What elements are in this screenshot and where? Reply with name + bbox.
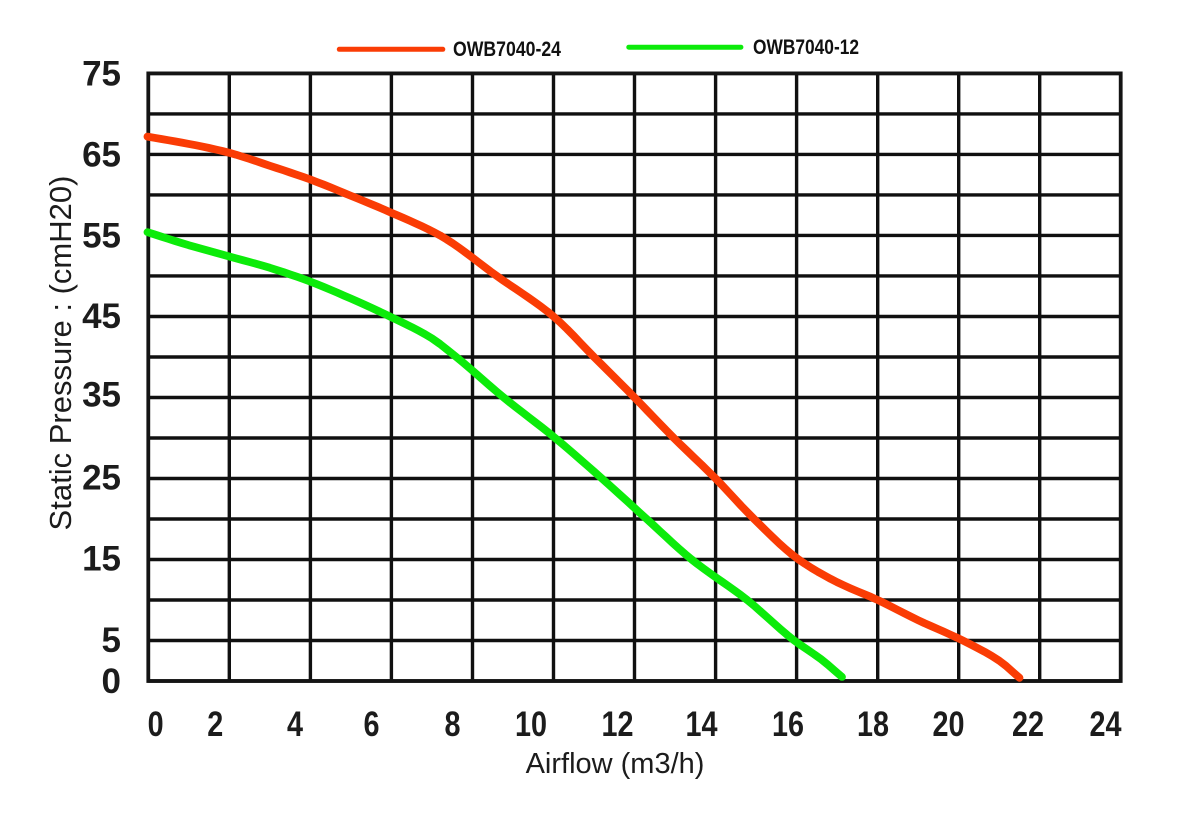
- svg-text:25: 25: [82, 458, 121, 497]
- svg-text:OWB7040-12: OWB7040-12: [753, 36, 859, 59]
- svg-text:15: 15: [82, 539, 121, 578]
- svg-text:5: 5: [102, 621, 121, 660]
- svg-text:55: 55: [82, 216, 121, 255]
- svg-text:45: 45: [82, 297, 121, 336]
- svg-text:Static Pressure : (cmH20): Static Pressure : (cmH20): [43, 176, 78, 531]
- svg-text:OWB7040-24: OWB7040-24: [453, 38, 561, 61]
- svg-text:10: 10: [515, 705, 547, 744]
- svg-text:75: 75: [82, 54, 121, 93]
- svg-text:35: 35: [82, 376, 121, 415]
- svg-text:6: 6: [364, 705, 380, 744]
- svg-text:14: 14: [686, 705, 718, 744]
- svg-text:18: 18: [857, 705, 889, 744]
- svg-text:Airflow (m3/h): Airflow (m3/h): [526, 748, 705, 780]
- svg-text:16: 16: [772, 705, 804, 744]
- svg-text:24: 24: [1090, 705, 1122, 744]
- svg-text:0: 0: [148, 705, 164, 744]
- svg-text:2: 2: [207, 705, 223, 744]
- svg-text:20: 20: [933, 705, 965, 744]
- svg-text:4: 4: [287, 705, 303, 744]
- svg-text:12: 12: [602, 705, 634, 744]
- svg-text:22: 22: [1012, 705, 1044, 744]
- svg-text:8: 8: [445, 705, 461, 744]
- svg-text:0: 0: [102, 662, 121, 701]
- svg-text:65: 65: [82, 136, 121, 175]
